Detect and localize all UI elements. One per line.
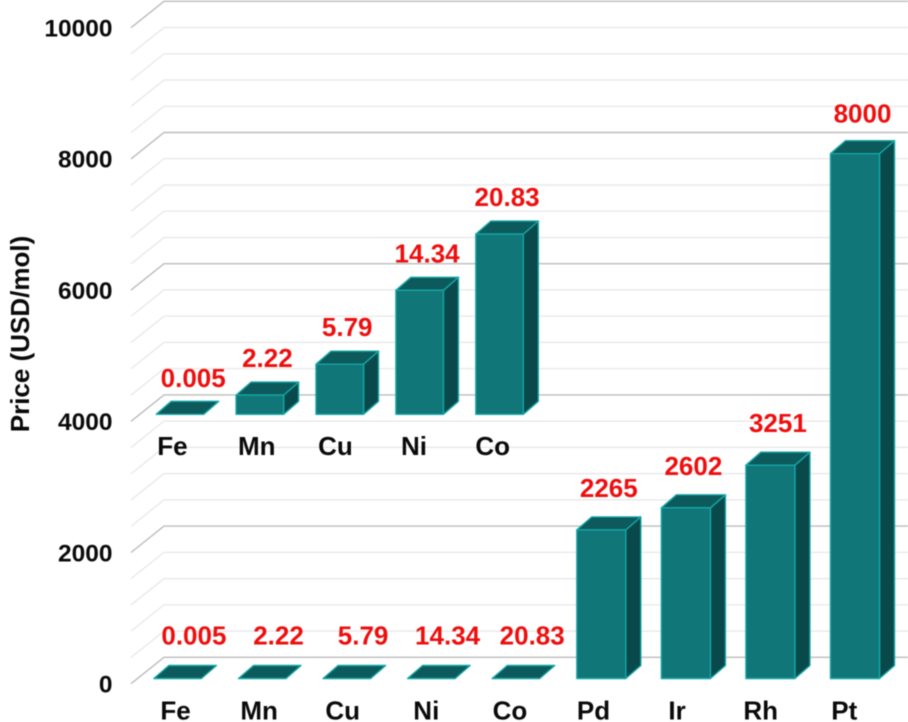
svg-text:20.83: 20.83 <box>475 182 540 212</box>
svg-text:20.83: 20.83 <box>500 620 565 650</box>
svg-text:Pd: Pd <box>577 695 610 722</box>
svg-text:2602: 2602 <box>664 451 722 481</box>
svg-text:Fe: Fe <box>160 695 190 722</box>
svg-text:14.34: 14.34 <box>395 238 461 268</box>
svg-text:2.22: 2.22 <box>253 620 304 650</box>
svg-text:5.79: 5.79 <box>338 620 389 650</box>
svg-text:4000: 4000 <box>58 409 113 436</box>
svg-text:0: 0 <box>99 672 113 699</box>
svg-text:14.34: 14.34 <box>415 620 481 650</box>
svg-text:Fe: Fe <box>157 431 187 461</box>
svg-text:2.22: 2.22 <box>242 343 293 373</box>
svg-text:5.79: 5.79 <box>322 312 373 342</box>
svg-text:Rh: Rh <box>743 695 778 722</box>
svg-text:2000: 2000 <box>58 540 113 567</box>
svg-text:Pt: Pt <box>831 695 857 722</box>
svg-text:8000: 8000 <box>58 147 113 174</box>
svg-text:0.005: 0.005 <box>161 620 226 650</box>
svg-text:8000: 8000 <box>834 99 892 129</box>
svg-text:Price (USD/mol): Price (USD/mol) <box>5 236 35 433</box>
svg-text:Mn: Mn <box>240 695 278 722</box>
svg-text:0.005: 0.005 <box>161 363 226 393</box>
svg-text:Ir: Ir <box>668 695 685 722</box>
svg-text:Co: Co <box>475 431 510 461</box>
svg-text:Cu: Cu <box>325 695 360 722</box>
svg-text:Ni: Ni <box>401 431 427 461</box>
svg-text:2265: 2265 <box>580 473 638 503</box>
svg-text:Mn: Mn <box>238 431 276 461</box>
svg-text:3251: 3251 <box>749 408 807 438</box>
svg-text:Co: Co <box>493 695 528 722</box>
svg-text:10000: 10000 <box>44 16 112 43</box>
svg-text:6000: 6000 <box>58 278 113 305</box>
svg-text:Ni: Ni <box>413 695 439 722</box>
svg-text:Cu: Cu <box>318 431 353 461</box>
